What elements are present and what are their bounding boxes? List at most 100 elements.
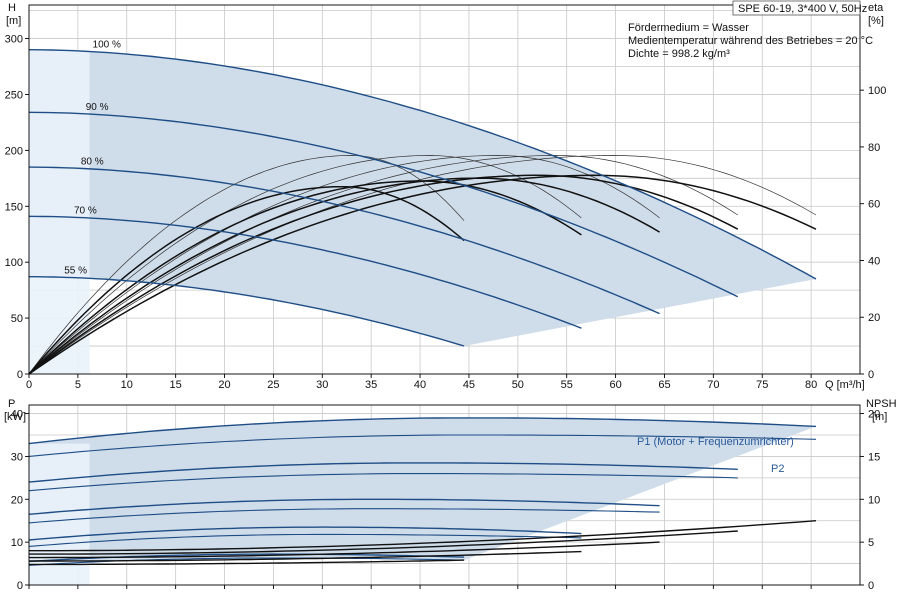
eta-tick-label: 0 (868, 369, 874, 381)
eta-tick-label: 40 (868, 255, 880, 267)
efficiency-curve (28, 174, 817, 375)
efficiency-curve-thin (28, 155, 582, 375)
npsh-tick-label: 10 (868, 494, 880, 506)
power-npsh-panel: 0 10 20 30 40 0 5 10 15 20 (11, 404, 880, 592)
head-tick-label: 300 (5, 34, 23, 46)
density-info: Dichte = 998.2 kg/m³ (628, 48, 730, 60)
operating-range-area (29, 49, 816, 375)
power-tick-label: 30 (11, 451, 23, 463)
head-efficiency-panel: 0 5 10 15 20 25 30 35 40 45 50 55 60 65 70 75 80 0 50 100 15… (5, 4, 886, 391)
head-curve (28, 111, 739, 298)
x-tick-label: 55 (561, 379, 573, 391)
head-axes: 0 5 10 15 20 25 30 35 40 45 50 55 60 65 70 75 80 0 50 100 15… (5, 4, 886, 391)
x-tick-label: 15 (170, 379, 182, 391)
head-efficiency-curves (28, 49, 817, 375)
temperature-info: Medientemperatur während des Betriebes =… (628, 35, 873, 47)
x-tick-label: 20 (218, 379, 230, 391)
chart-title: SPE 60-19, 3*400 V, 50Hz (738, 3, 867, 15)
p2-power-curve (28, 533, 582, 547)
bottom-y2-axis-unit: [m] (872, 411, 887, 423)
p2-power-curve (28, 434, 817, 457)
p2-power-curve (28, 557, 465, 566)
speed-label: 80 % (81, 156, 104, 167)
eta-tick-label: 100 (868, 85, 886, 97)
x-tick-label: 35 (365, 379, 377, 391)
head-plot-frame (28, 4, 861, 375)
chart-title-box: SPE 60-19, 3*400 V, 50Hz (732, 0, 867, 16)
head-curve (29, 276, 465, 347)
power-tick-label: 10 (11, 537, 23, 549)
npsh-tick-label: 5 (868, 537, 874, 549)
head-curve (28, 215, 582, 329)
p1-power-curve (28, 498, 660, 515)
efficiency-curve-thin (28, 155, 738, 375)
npsh-tick-label: 20 (868, 409, 880, 421)
speed-label: 70 % (74, 205, 97, 216)
p2-annotation: P2 (771, 463, 784, 475)
x-tick-label: 45 (463, 379, 475, 391)
head-tick-label: 100 (5, 257, 23, 269)
p1-power-curve (28, 417, 817, 445)
x-tick-label: 60 (609, 379, 621, 391)
x-tick-label: 0 (26, 379, 32, 391)
eta-tick-label: 20 (868, 312, 880, 324)
efficiency-curve (28, 185, 465, 375)
x-axis-title: Q [m³/h] (825, 379, 865, 391)
npsh-curve (29, 559, 465, 566)
head-tick-label: 0 (17, 369, 23, 381)
head-tick-label: 250 (5, 89, 23, 101)
head-tick-label: 50 (11, 313, 23, 325)
npsh-tick-label: 0 (868, 580, 874, 592)
fluid-info: Fördermedium = Wasser (628, 22, 749, 34)
p1-annotation: P1 (Motor + Frequenzumrichter) (637, 436, 794, 448)
npsh-tick-label: 15 (868, 451, 880, 463)
power-tick-label: 40 (11, 409, 23, 421)
eta-tick-label: 60 (868, 199, 880, 211)
head-tick-label: 150 (5, 201, 23, 213)
x-tick-label: 10 (121, 379, 133, 391)
bottom-y-axis-title: P (8, 398, 15, 410)
low-flow-zone (29, 49, 90, 375)
power-axes: 0 10 20 30 40 0 5 10 15 20 (11, 404, 880, 592)
speed-label: 90 % (86, 102, 109, 113)
efficiency-curve (28, 177, 660, 375)
x-tick-label: 50 (512, 379, 524, 391)
p1-power-curve (28, 462, 738, 483)
top-y-axis-unit: [m] (6, 15, 21, 27)
npsh-curve (29, 550, 582, 562)
p2-power-curve (28, 508, 660, 524)
x-tick-label: 25 (267, 379, 279, 391)
eta-tick-label: 80 (868, 142, 880, 154)
speed-label: 55 % (64, 265, 87, 276)
npsh-curve (29, 541, 660, 559)
x-tick-label: 65 (658, 379, 670, 391)
speed-labels: 100 % 90 % 80 % 70 % 55 % (64, 40, 121, 277)
x-tick-label: 30 (316, 379, 328, 391)
power-npsh-curves (28, 417, 817, 566)
x-tick-label: 40 (414, 379, 426, 391)
top-y2-axis-title: eta (868, 2, 884, 14)
operating-range-fill (29, 49, 816, 346)
head-tick-label: 200 (5, 145, 23, 157)
power-tick-label: 20 (11, 494, 23, 506)
x-tick-label: 80 (805, 379, 817, 391)
p1-power-curve (28, 526, 582, 541)
efficiency-curve-thin (28, 155, 660, 375)
head-curve (28, 49, 817, 280)
bottom-y2-axis-title: NPSH (866, 398, 897, 410)
power-tick-label: 0 (17, 580, 23, 592)
head-curve (28, 166, 660, 315)
top-y2-axis-unit: [%] (868, 15, 884, 27)
x-tick-label: 5 (75, 379, 81, 391)
x-tick-label: 70 (707, 379, 719, 391)
top-y-axis-title: H (8, 2, 16, 14)
efficiency-curve-thin (28, 155, 817, 375)
speed-label: 100 % (93, 40, 121, 51)
x-tick-label: 75 (756, 379, 768, 391)
npsh-curve (29, 530, 738, 555)
npsh-curve (29, 520, 817, 552)
power-plot-frame (28, 404, 861, 586)
p2-power-curve (28, 473, 738, 492)
bottom-y-axis-unit: [kW] (4, 411, 26, 423)
